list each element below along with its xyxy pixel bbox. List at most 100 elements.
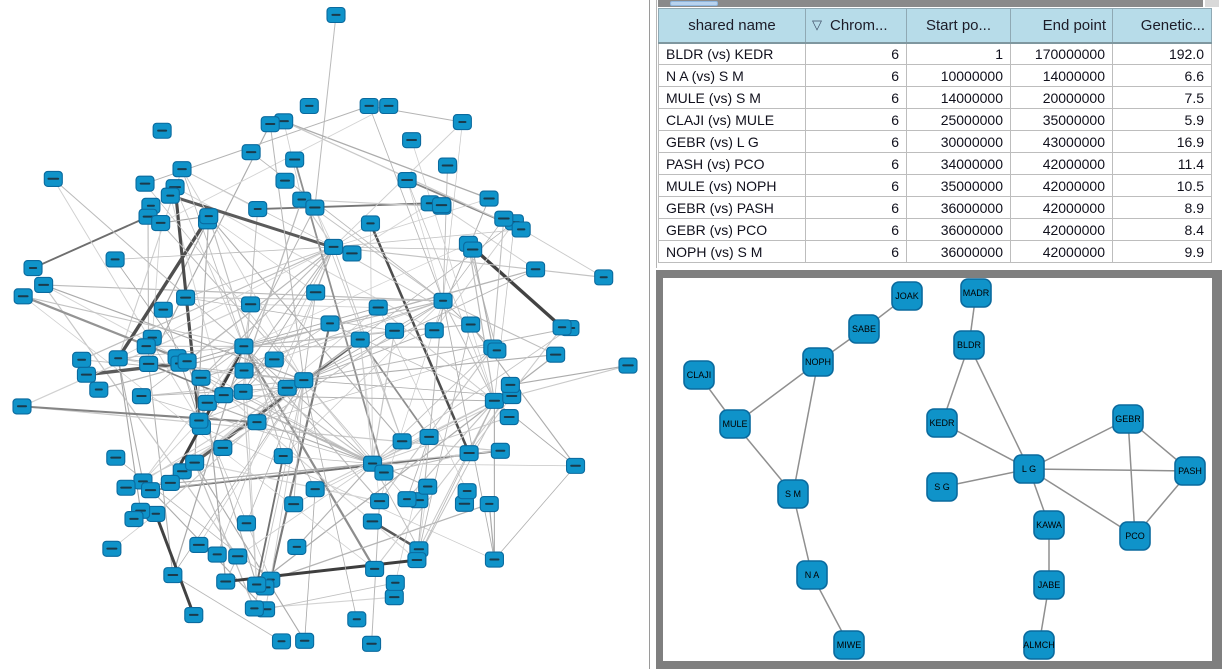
network-node[interactable]: [295, 632, 315, 649]
table-row[interactable]: CLAJI (vs) MULE 6 25000000 35000000 5.9: [658, 108, 1212, 131]
network-node[interactable]: [350, 331, 370, 348]
col-header-shared-name[interactable]: shared name: [658, 8, 806, 44]
main-network-view[interactable]: [0, 0, 650, 669]
network-node-BLDR[interactable]: BLDR: [953, 330, 985, 360]
col-header-chrom[interactable]: ▽ Chrom...: [805, 8, 907, 44]
network-edge[interactable]: [283, 120, 490, 200]
cell-shared-name[interactable]: CLAJI (vs) MULE: [658, 108, 806, 131]
network-edge[interactable]: [151, 222, 162, 338]
network-node-NA[interactable]: N A: [796, 560, 828, 590]
network-node[interactable]: [370, 493, 390, 510]
network-node[interactable]: [140, 482, 161, 499]
network-edge[interactable]: [467, 243, 495, 401]
network-node[interactable]: [172, 161, 192, 178]
network-edge[interactable]: [114, 259, 188, 362]
network-node[interactable]: [433, 292, 453, 309]
network-node[interactable]: [139, 355, 159, 373]
network-node[interactable]: [384, 589, 404, 606]
network-node[interactable]: [102, 540, 122, 557]
network-node[interactable]: [34, 276, 54, 294]
network-node[interactable]: [153, 301, 173, 318]
network-edge[interactable]: [185, 297, 395, 332]
network-edge[interactable]: [494, 222, 515, 401]
network-edge[interactable]: [467, 242, 564, 329]
network-edge[interactable]: [200, 246, 334, 379]
cell-shared-name[interactable]: GEBR (vs) PCO: [658, 218, 806, 241]
cell-end-point[interactable]: 43000000: [1010, 130, 1113, 153]
network-edge[interactable]: [488, 503, 496, 560]
cell-end-point[interactable]: 42000000: [1010, 174, 1113, 197]
cell-start-po[interactable]: 30000000: [906, 130, 1011, 153]
cell-genetic[interactable]: 6.6: [1112, 64, 1212, 87]
network-node[interactable]: [565, 457, 586, 474]
network-node[interactable]: [484, 551, 504, 568]
network-node[interactable]: [12, 398, 32, 415]
network-edge[interactable]: [253, 380, 305, 609]
network-node-MIWE[interactable]: MIWE: [833, 630, 865, 660]
network-node[interactable]: [299, 97, 319, 115]
network-edge[interactable]: [207, 402, 373, 465]
network-edge[interactable]: [208, 215, 403, 442]
table-row[interactable]: GEBR (vs) L G 6 30000000 43000000 16.9: [658, 130, 1212, 153]
network-node[interactable]: [228, 548, 248, 565]
network-node[interactable]: [500, 376, 520, 394]
network-node-JOAK[interactable]: JOAK: [891, 281, 923, 311]
cell-genetic[interactable]: 10.5: [1112, 174, 1212, 197]
network-node[interactable]: [213, 439, 233, 456]
network-node[interactable]: [397, 491, 417, 508]
network-node[interactable]: [324, 238, 344, 256]
network-edge[interactable]: [237, 463, 373, 557]
cell-start-po[interactable]: 25000000: [906, 108, 1011, 131]
network-node[interactable]: [362, 635, 382, 652]
network-node[interactable]: [244, 600, 264, 617]
scrollbar-thumb[interactable]: [670, 1, 718, 6]
network-node[interactable]: [499, 409, 519, 426]
cell-shared-name[interactable]: GEBR (vs) PASH: [658, 196, 806, 219]
network-node-JABE[interactable]: JABE: [1033, 570, 1065, 600]
network-edge[interactable]: [301, 199, 444, 302]
cell-shared-name[interactable]: NOPH (vs) S M: [658, 240, 806, 263]
network-node[interactable]: [76, 366, 96, 383]
table-row[interactable]: GEBR (vs) PASH 6 36000000 42000000 8.9: [658, 196, 1212, 219]
network-node[interactable]: [43, 170, 63, 187]
network-node[interactable]: [463, 241, 483, 258]
network-edge[interactable]: [368, 105, 444, 301]
network-node-ALMCH[interactable]: ALMCH: [1023, 630, 1055, 660]
network-edge[interactable]: [142, 379, 305, 482]
network-node[interactable]: [116, 479, 136, 496]
col-header-end-point[interactable]: End point: [1010, 8, 1113, 44]
network-node[interactable]: [618, 357, 638, 374]
network-node-MULE[interactable]: MULE: [719, 409, 751, 439]
cell-start-po[interactable]: 34000000: [906, 152, 1011, 175]
network-edge-BLDR-LG[interactable]: [968, 344, 1030, 470]
network-edge[interactable]: [371, 330, 396, 464]
network-node[interactable]: [176, 289, 196, 306]
network-node[interactable]: [260, 116, 280, 133]
cell-chrom[interactable]: 6: [805, 64, 907, 87]
network-edge[interactable]: [442, 300, 556, 356]
network-edge[interactable]: [372, 416, 510, 465]
network-node[interactable]: [305, 481, 325, 498]
network-node[interactable]: [236, 515, 257, 532]
network-node[interactable]: [457, 483, 477, 500]
network-node[interactable]: [479, 190, 499, 207]
cell-end-point[interactable]: 42000000: [1010, 240, 1113, 263]
cell-genetic[interactable]: 192.0: [1112, 42, 1212, 65]
cell-genetic[interactable]: 16.9: [1112, 130, 1212, 153]
network-edge[interactable]: [303, 329, 435, 381]
network-node[interactable]: [184, 606, 204, 624]
network-edge[interactable]: [394, 436, 430, 583]
cell-chrom[interactable]: 6: [805, 218, 907, 241]
network-node[interactable]: [124, 510, 144, 528]
network-edge[interactable]: [81, 246, 334, 361]
network-edge[interactable]: [186, 307, 379, 362]
network-edge[interactable]: [198, 379, 305, 546]
network-edge[interactable]: [150, 463, 373, 491]
cell-chrom[interactable]: 6: [805, 86, 907, 109]
network-edge[interactable]: [169, 194, 353, 255]
network-node[interactable]: [136, 338, 156, 355]
cell-start-po[interactable]: 36000000: [906, 196, 1011, 219]
network-edge[interactable]: [369, 222, 471, 454]
col-header-genetic[interactable]: Genetic...: [1112, 8, 1212, 44]
network-node-KEDR[interactable]: KEDR: [926, 408, 958, 438]
